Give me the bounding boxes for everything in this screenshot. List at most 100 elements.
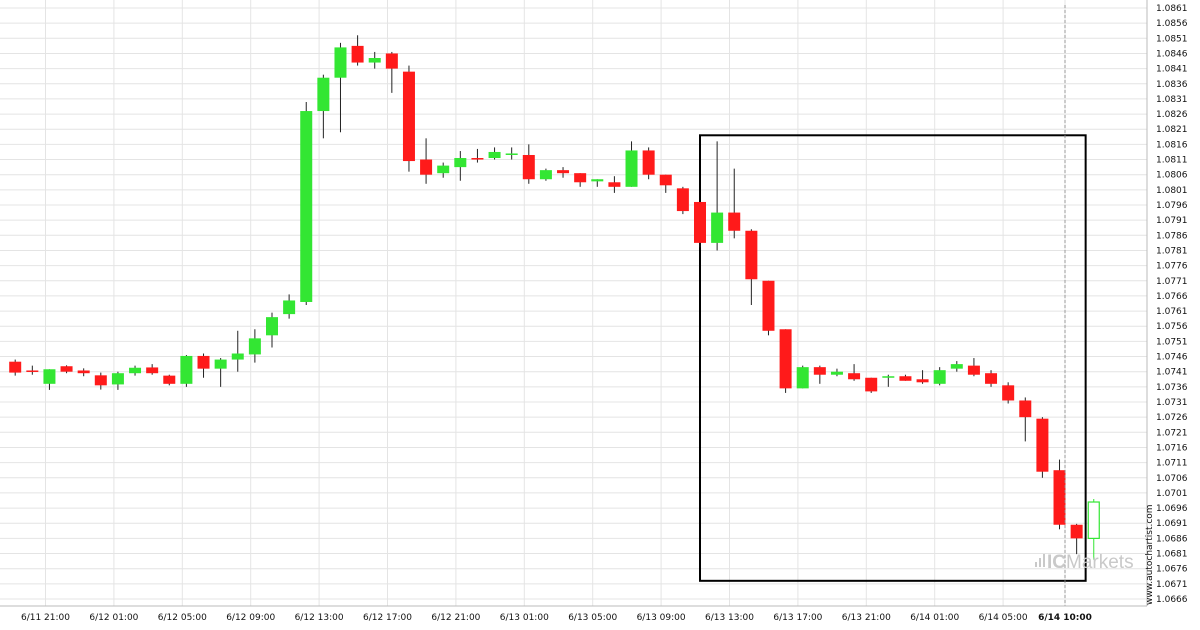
candle-body xyxy=(882,376,895,378)
candle-body xyxy=(60,366,73,372)
x-tick-label: 6/12 05:00 xyxy=(158,613,207,623)
candle xyxy=(762,280,775,336)
candle xyxy=(882,374,895,387)
candle xyxy=(985,370,998,387)
candle-body xyxy=(865,377,878,392)
y-tick-label: 1.0821 xyxy=(1156,125,1188,135)
candle xyxy=(625,141,638,187)
candle xyxy=(266,312,278,348)
candle-body xyxy=(762,280,775,331)
candles-layer xyxy=(9,35,1100,560)
y-tick-label: 1.0786 xyxy=(1156,231,1188,241)
candle xyxy=(711,141,724,251)
x-tick-label: 6/12 09:00 xyxy=(226,613,275,623)
candle-body xyxy=(1019,400,1032,418)
candle xyxy=(796,365,809,389)
candle-body xyxy=(300,111,313,302)
candle-body xyxy=(1002,385,1015,401)
candle xyxy=(385,51,398,93)
candle xyxy=(830,368,843,377)
candle-body xyxy=(94,375,107,386)
candle xyxy=(967,358,980,377)
candle xyxy=(437,162,450,178)
candle xyxy=(779,329,792,393)
candle-body xyxy=(266,317,278,336)
candle-body xyxy=(248,338,261,355)
y-tick-label: 1.0741 xyxy=(1156,368,1188,378)
candle-body xyxy=(796,367,809,389)
candle xyxy=(9,359,22,376)
candle-body xyxy=(557,170,570,174)
candle xyxy=(60,365,73,374)
candle-body xyxy=(43,369,56,384)
x-tick-label: 6/12 21:00 xyxy=(431,613,480,623)
y-tick-label: 1.0701 xyxy=(1156,489,1188,499)
brand-bar-icon-1 xyxy=(1035,562,1037,567)
y-tick-label: 1.0676 xyxy=(1156,565,1188,575)
chart-grid xyxy=(0,0,1147,606)
candle xyxy=(745,229,758,306)
candle-body xyxy=(454,158,467,168)
y-tick-label: 1.0846 xyxy=(1156,49,1188,59)
candle-body xyxy=(197,355,210,369)
candle xyxy=(163,374,176,386)
y-tick-label: 1.0806 xyxy=(1156,171,1188,181)
candle xyxy=(608,176,621,193)
candle-body xyxy=(694,201,706,243)
candle xyxy=(557,167,570,178)
y-tick-label: 1.0761 xyxy=(1156,307,1188,317)
candle xyxy=(180,355,193,387)
candle-body xyxy=(180,355,193,384)
candle-body xyxy=(591,179,604,182)
candle xyxy=(197,353,210,378)
candle-body xyxy=(830,371,843,375)
y-tick-label: 1.0751 xyxy=(1156,337,1188,347)
x-tick-label: 6/13 05:00 xyxy=(568,613,617,623)
candle-body xyxy=(522,154,535,180)
x-tick-label: 6/14 01:00 xyxy=(910,613,959,623)
candle-body xyxy=(385,53,398,69)
y-tick-label: 1.0696 xyxy=(1156,504,1188,514)
candle-body xyxy=(283,300,296,315)
x-tick-label: 6/14 05:00 xyxy=(979,613,1028,623)
candle xyxy=(368,51,381,69)
candle-body xyxy=(659,174,672,186)
candle xyxy=(77,368,90,377)
candle-body xyxy=(231,353,244,360)
y-tick-label: 1.0811 xyxy=(1156,156,1188,166)
y-tick-label: 1.0671 xyxy=(1156,580,1188,590)
y-tick-label: 1.0771 xyxy=(1156,277,1188,287)
candle xyxy=(1002,382,1015,404)
x-axis: 6/11 21:00 6/12 01:00 6/12 05:00 6/12 09:00… xyxy=(0,605,1147,623)
y-tick-label: 1.0726 xyxy=(1156,413,1188,423)
candle-body xyxy=(437,165,450,174)
y-tick-label: 1.0716 xyxy=(1156,443,1188,453)
y-tick-label: 1.0781 xyxy=(1156,246,1188,256)
candle xyxy=(591,179,604,187)
candle-body xyxy=(368,58,381,63)
candle xyxy=(899,374,912,381)
x-tick-label: 6/12 01:00 xyxy=(89,613,138,623)
x-tick-label: 6/13 01:00 xyxy=(500,613,549,623)
candle-body xyxy=(1087,501,1100,539)
y-tick-label: 1.0731 xyxy=(1156,398,1188,408)
y-tick-label: 1.0721 xyxy=(1156,428,1188,438)
candle-body xyxy=(608,182,621,187)
candle-body xyxy=(77,370,90,374)
candle-body xyxy=(916,379,929,383)
candle-body xyxy=(334,47,347,78)
candle xyxy=(146,364,159,375)
y-tick-label: 1.0826 xyxy=(1156,110,1188,120)
candle xyxy=(214,358,227,387)
candle xyxy=(813,365,826,384)
candle-body xyxy=(779,329,792,389)
candle-body xyxy=(111,373,124,385)
y-axis: 1.0861 1.0856 1.0851 1.0846 1.0841 1.0836 1.08… xyxy=(1146,0,1188,606)
y-tick-label: 1.0816 xyxy=(1156,140,1188,150)
candle-body xyxy=(1070,524,1083,539)
y-tick-label: 1.0791 xyxy=(1156,216,1188,226)
candle xyxy=(865,377,878,393)
candle xyxy=(351,35,364,66)
y-tick-label: 1.0666 xyxy=(1156,595,1188,605)
candle-body xyxy=(950,364,963,369)
